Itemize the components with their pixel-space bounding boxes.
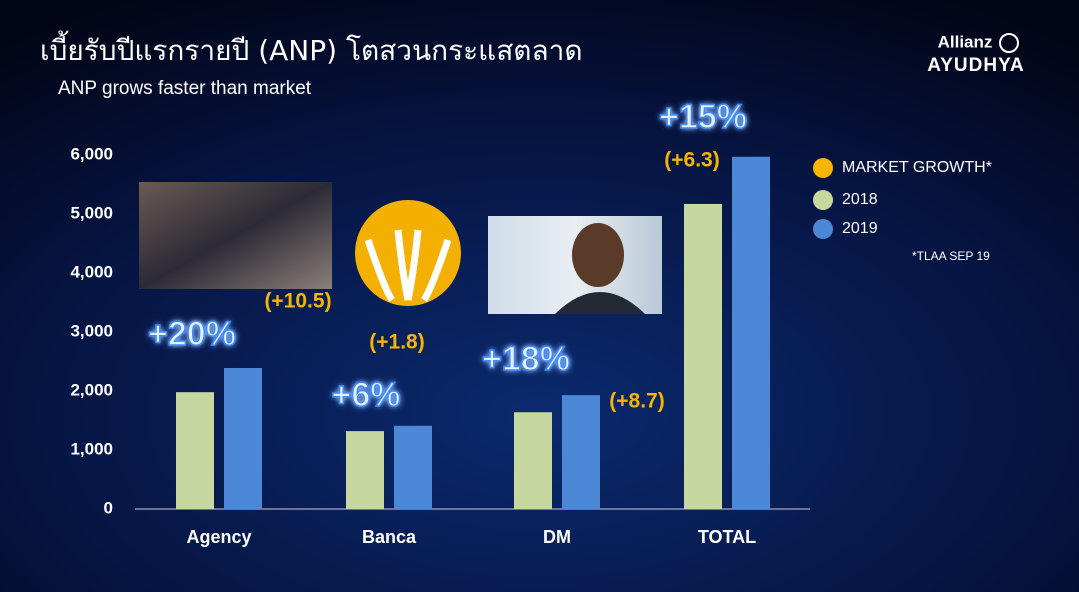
growth-label: +15% (659, 98, 747, 136)
y-tick-label: 6,000 (70, 144, 113, 163)
y-tick-label: 3,000 (70, 321, 113, 340)
x-tick-label: DM (543, 527, 571, 547)
x-tick-label: Banca (362, 527, 417, 547)
logo-text: AYUDHYA (927, 55, 1024, 76)
legend-label: 2019 (842, 220, 878, 237)
y-tick-label: 0 (104, 498, 113, 517)
bar (562, 395, 600, 509)
bar (176, 392, 214, 509)
bar (732, 156, 770, 509)
bar (394, 425, 432, 509)
note: *TLAA SEP 19 (912, 249, 990, 263)
market-growth-label: (+10.5) (264, 290, 331, 313)
title: เบี้ยรับปีแรกรายปี (ANP) โตสวนกระแสตลาด (40, 30, 583, 67)
market-growth-label: (+6.3) (664, 149, 719, 172)
growth-label: +18% (482, 340, 570, 378)
logo-icon (999, 33, 1019, 53)
logo-text: Allianz (938, 32, 993, 51)
x-tick-label: TOTAL (698, 527, 756, 547)
dm-photo-shape (555, 292, 645, 314)
legend-marker (813, 219, 833, 239)
growth-label: +6% (332, 376, 401, 414)
market-growth-label: (+8.7) (609, 390, 664, 413)
dm-photo-shape (572, 223, 624, 287)
y-tick-label: 2,000 (70, 380, 113, 399)
bar (684, 203, 722, 509)
bar (514, 412, 552, 509)
market-growth-label: (+1.8) (369, 331, 424, 354)
banca-logo-shape (364, 229, 452, 303)
legend-marker (813, 158, 833, 178)
legend-label: MARKET GROWTH* (842, 159, 992, 176)
agency-photo (139, 182, 332, 289)
y-tick-label: 4,000 (70, 262, 113, 281)
legend-label: 2018 (842, 191, 878, 208)
y-tick-label: 1,000 (70, 439, 113, 458)
subtitle: ANP grows faster than market (58, 78, 312, 99)
y-tick-label: 5,000 (70, 203, 113, 222)
legend-marker (813, 190, 833, 210)
bar (224, 367, 262, 509)
bar (346, 431, 384, 509)
x-tick-label: Agency (186, 527, 251, 547)
growth-label: +20% (148, 315, 236, 353)
